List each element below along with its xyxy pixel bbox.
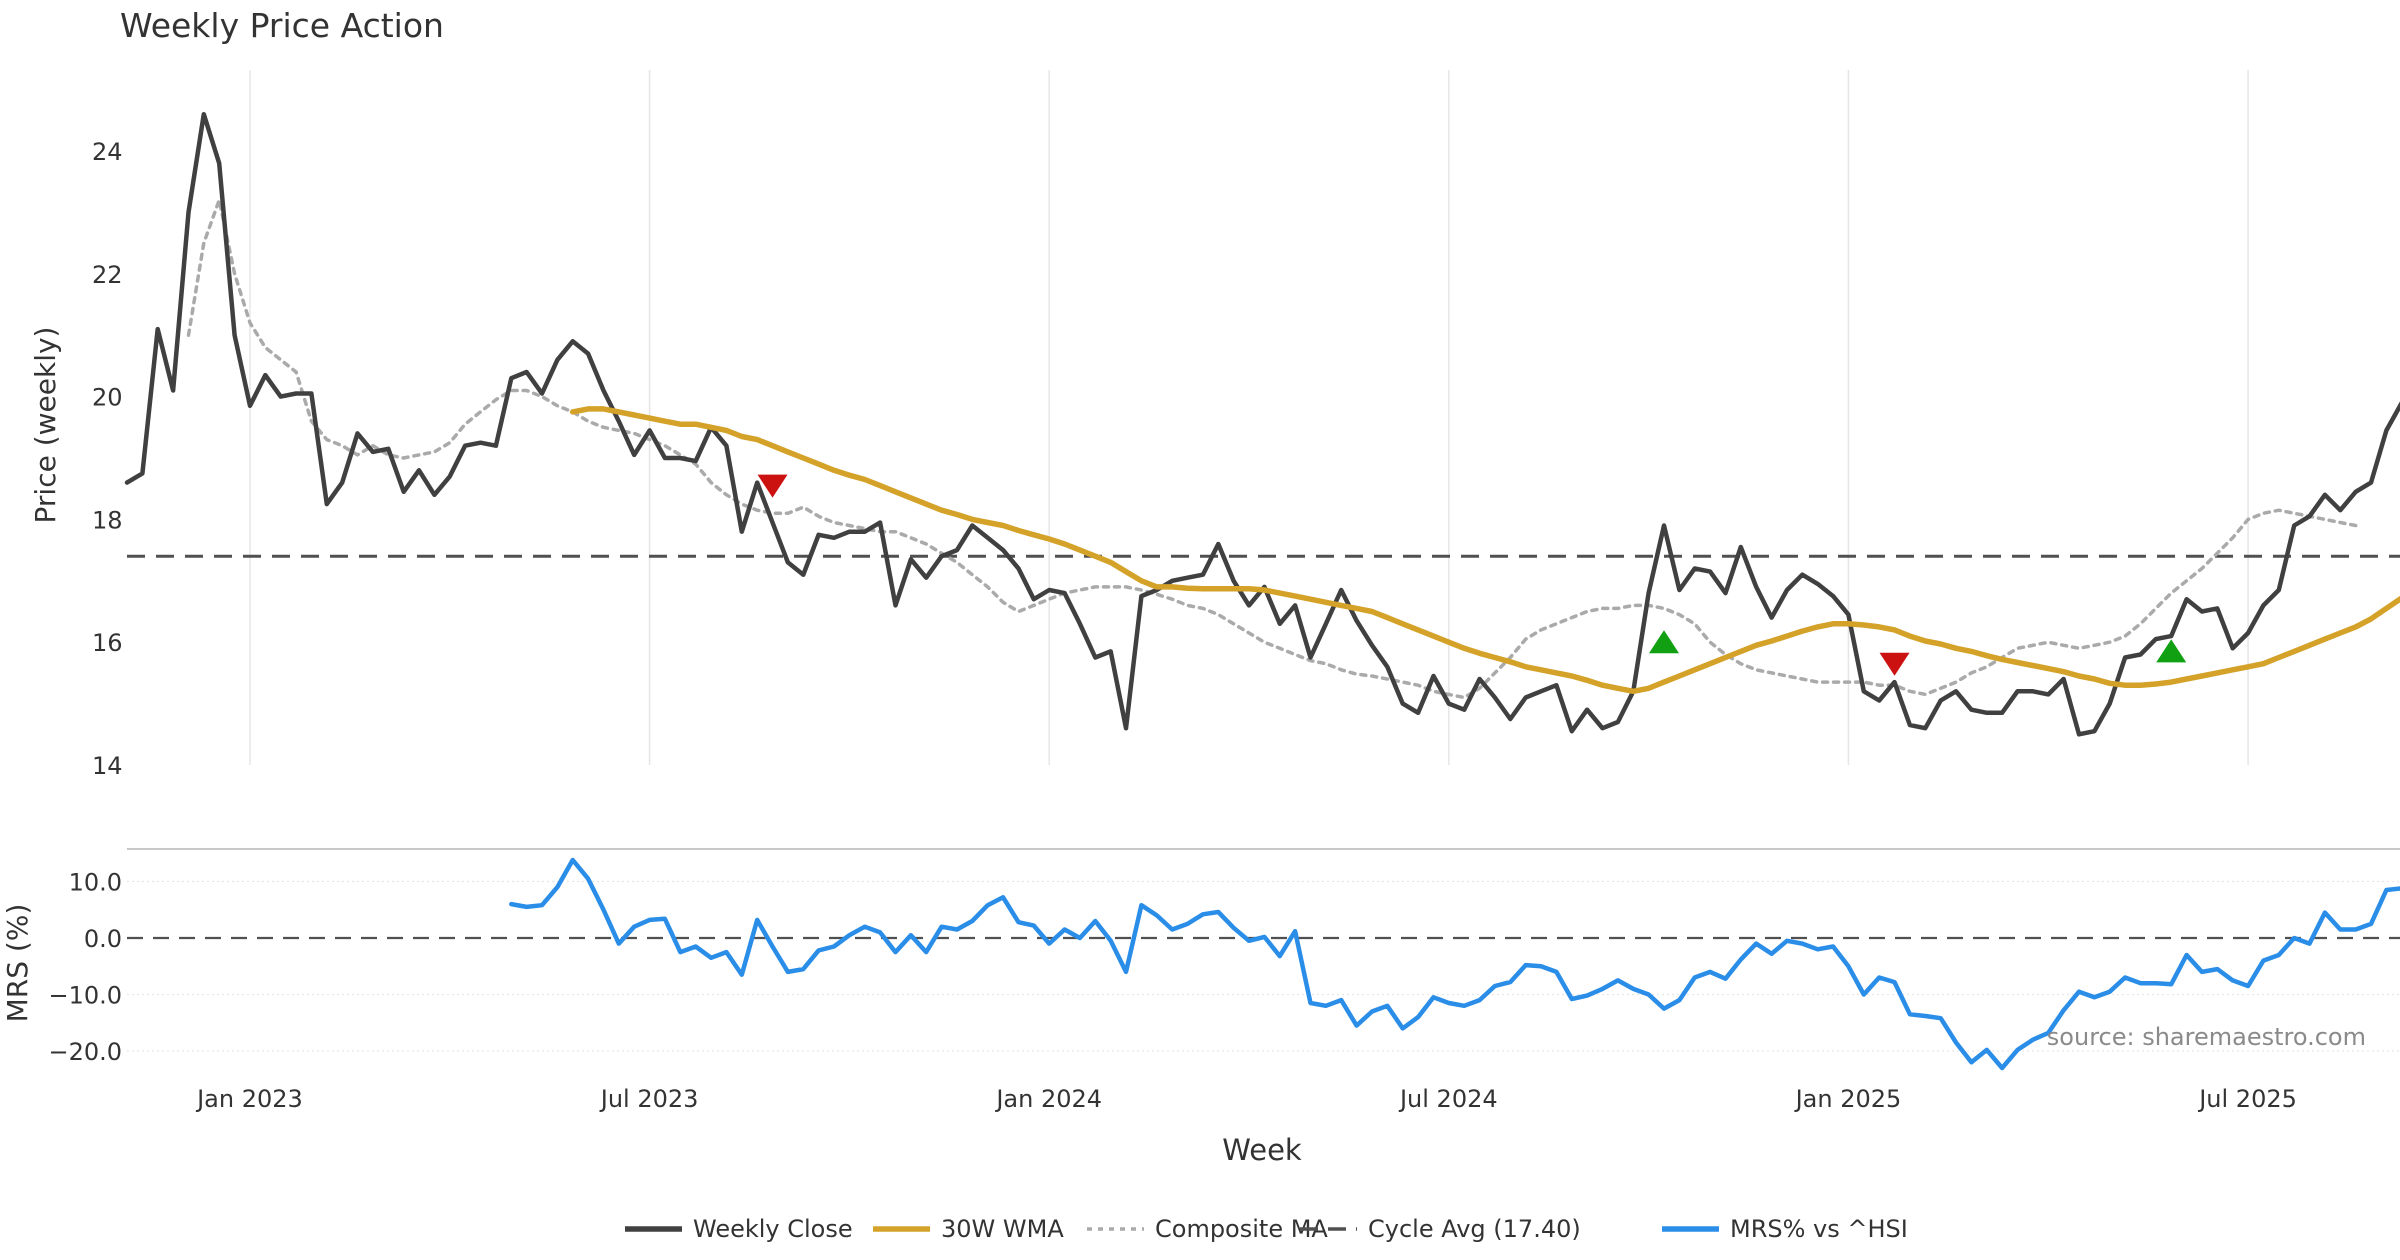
composite-ma-line [186,198,2358,700]
legend-label: Weekly Close [693,1215,853,1243]
price-y-tick-label: 18 [92,506,123,534]
buy-signal-marker [1649,630,1679,654]
price-y-tick-label: 22 [92,261,123,289]
price-y-tick-label: 16 [92,629,123,657]
price-y-tick-label: 20 [92,384,123,412]
reference-lines [127,554,2400,940]
signals-layer [757,474,2187,676]
legend-label: MRS% vs ^HSI [1730,1215,1908,1243]
grid [127,70,2400,1052]
weekly-close-line [124,111,2400,737]
mrs-line [509,857,2400,1071]
legend: Weekly Close 30W WMA Composite MA Cycle Avg… [625,1215,1908,1243]
price-y-tick-label: 24 [92,138,123,166]
price-y-tick-label: 14 [92,752,123,780]
chart-title: Weekly Price Action [120,6,444,45]
x-axis-label: Week [1222,1133,1302,1167]
x-tick-label: Jan 2023 [195,1085,303,1113]
x-tick-label: Jul 2025 [2197,1085,2297,1113]
mrs-ylabel: MRS (%) [1,904,34,1023]
buy-signal-marker [2156,639,2187,663]
sell-signal-marker [757,474,788,498]
wma-30w-line [569,406,2400,695]
legend-label: Cycle Avg (17.40) [1368,1215,1581,1243]
mrs-y-tick-label: −20.0 [48,1038,122,1066]
mrs-y-tick-label: 10.0 [69,869,122,897]
axes-layer: Jan 2023 Jul 2023 Jan 2024 Jul 2024 Jan 2025… [48,138,2296,1113]
series-layer [124,111,2400,1071]
x-tick-label: Jan 2025 [1794,1085,1902,1113]
legend-label: 30W WMA [941,1215,1064,1243]
price-ylabel: Price (weekly) [29,327,62,524]
x-tick-label: Jul 2024 [1398,1085,1498,1113]
mrs-y-tick-label: −10.0 [48,982,122,1010]
x-tick-label: Jul 2023 [599,1085,699,1113]
mrs-y-tick-label: 0.0 [84,925,122,953]
x-tick-label: Jan 2024 [994,1085,1102,1113]
source-text: source: sharemaestro.com [2047,1023,2366,1051]
legend-label: Composite MA [1155,1215,1328,1243]
sell-signal-marker [1879,652,1910,676]
